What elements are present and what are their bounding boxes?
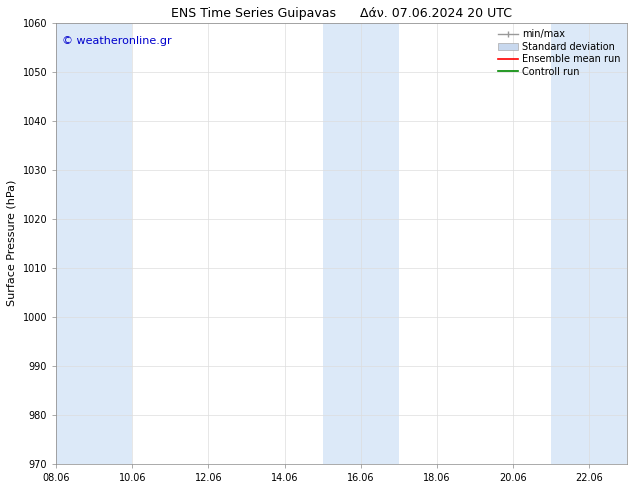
Legend: min/max, Standard deviation, Ensemble mean run, Controll run: min/max, Standard deviation, Ensemble me…: [496, 27, 622, 78]
Text: © weatheronline.gr: © weatheronline.gr: [62, 36, 171, 46]
Bar: [323, 23, 399, 464]
Y-axis label: Surface Pressure (hPa): Surface Pressure (hPa): [7, 180, 17, 306]
Title: ENS Time Series Guipavas      Δάν. 07.06.2024 20 UTC: ENS Time Series Guipavas Δάν. 07.06.2024…: [171, 7, 512, 20]
Bar: [56, 23, 133, 464]
Bar: [551, 23, 627, 464]
